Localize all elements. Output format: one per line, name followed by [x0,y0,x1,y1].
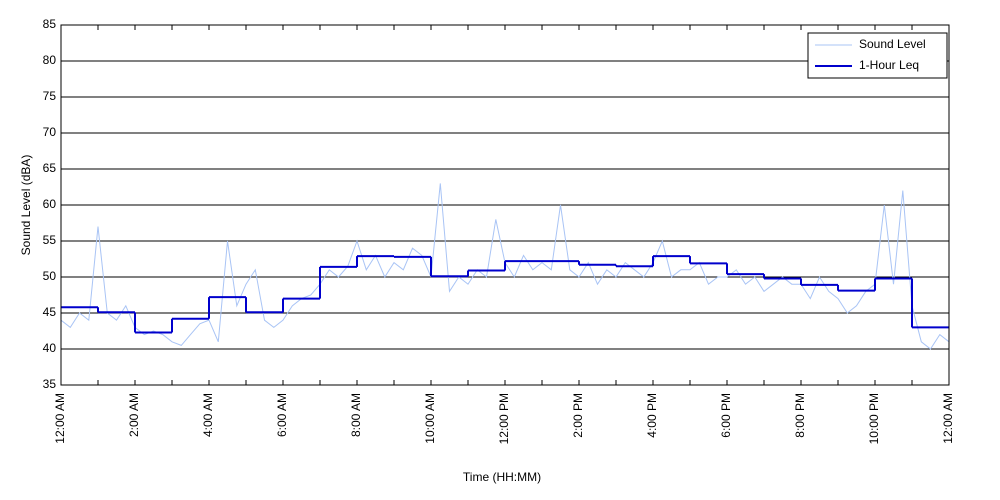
legend-box [807,32,948,79]
x-tick-label: 8:00 AM [349,393,363,437]
x-tick-label: 8:00 PM [793,393,807,438]
y-tick-label: 50 [43,269,57,283]
y-tick-label: 65 [43,161,57,175]
y-tick-label: 75 [43,89,57,103]
y-tick-label: 40 [43,341,57,355]
x-tick-label: 12:00 PM [497,393,511,444]
x-tick-label: 4:00 AM [201,393,215,437]
legend-label: 1-Hour Leq [859,58,919,72]
x-tick-label: 12:00 AM [53,393,67,444]
y-axis-label: Sound Level (dBA) [19,155,33,256]
y-tick-label: 80 [43,53,57,67]
legend-label: Sound Level [859,37,926,51]
x-axis-label: Time (HH:MM) [463,470,541,484]
y-tick-label: 60 [43,197,57,211]
x-tick-label: 6:00 AM [275,393,289,437]
y-tick-label: 55 [43,233,57,247]
x-tick-label: 12:00 AM [941,393,955,444]
x-tick-label: 10:00 PM [867,393,881,444]
y-tick-label: 35 [43,377,57,391]
x-tick-label: 10:00 AM [423,393,437,444]
x-tick-label: 4:00 PM [645,393,659,438]
x-tick-label: 2:00 PM [571,393,585,438]
y-tick-label: 45 [43,305,57,319]
plot-frame [60,24,950,386]
y-tick-label: 70 [43,125,57,139]
x-tick-label: 2:00 AM [127,393,141,437]
y-tick-label: 85 [43,17,57,31]
x-tick-label: 6:00 PM [719,393,733,438]
